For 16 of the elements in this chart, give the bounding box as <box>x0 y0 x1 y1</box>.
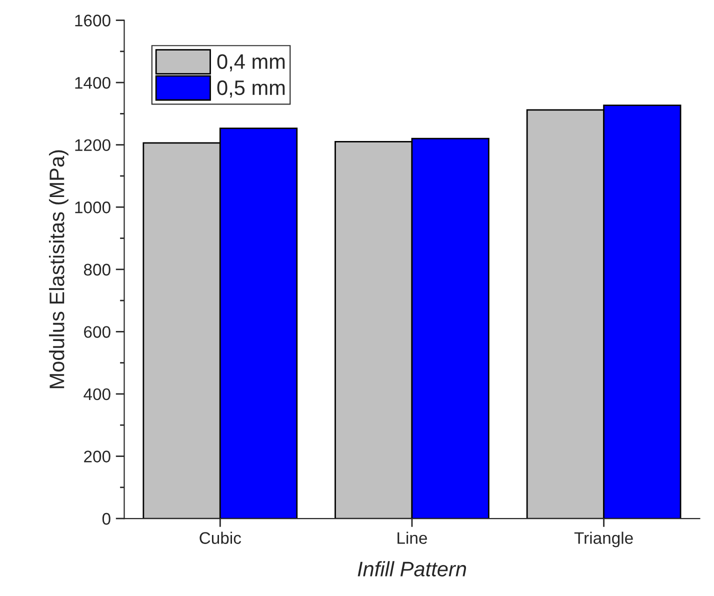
x-tick-label: Triangle <box>574 532 633 548</box>
y-tick-label: 0 <box>102 512 110 525</box>
legend-label: 0,5 mm <box>217 80 285 98</box>
legend-label: 0,4 mm <box>217 54 285 72</box>
x-tick-label: Line <box>398 532 427 544</box>
y-axis-title: Modulus Elastisitas (MPa) <box>48 150 68 388</box>
y-tick-label: 600 <box>84 326 110 338</box>
x-axis-title: Infill Pattern <box>358 561 466 576</box>
y-tick-label: 200 <box>84 450 110 462</box>
y-tick-label: 800 <box>84 264 110 276</box>
x-tick-label: Cubic <box>200 532 242 544</box>
y-tick-label: 1000 <box>75 202 110 214</box>
y-tick-label: 1400 <box>75 76 110 89</box>
y-tick-label: 1600 <box>75 14 110 26</box>
y-tick-label: 400 <box>84 388 110 400</box>
y-tick-label: 1200 <box>75 139 110 152</box>
